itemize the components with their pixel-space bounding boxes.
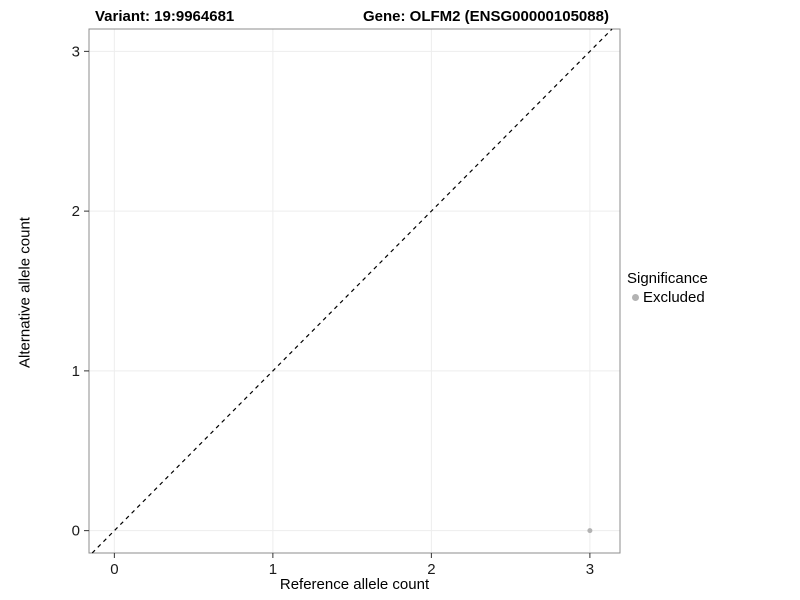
y-tick-label: 0 <box>72 523 80 540</box>
legend-title: Significance <box>627 270 708 287</box>
variant-title: Variant: 19:9964681 <box>95 8 235 25</box>
excluded-dot-icon <box>632 294 639 301</box>
legend: Significance Excluded <box>627 270 708 306</box>
x-axis-title: Reference allele count <box>279 576 430 593</box>
x-tick-label: 2 <box>427 561 435 578</box>
y-axis-title: Alternative allele count <box>16 217 34 368</box>
data-point <box>587 528 593 534</box>
x-tick-label: 1 <box>269 561 277 578</box>
gene-title: Gene: OLFM2 (ENSG00000105088) <box>363 8 609 25</box>
x-tick-label: 0 <box>110 561 118 578</box>
y-tick-label: 1 <box>72 363 80 380</box>
y-tick-label: 3 <box>72 43 80 60</box>
identity-line <box>91 28 613 554</box>
legend-entry-label: Excluded <box>643 289 705 306</box>
legend-entry-excluded: Excluded <box>627 289 708 306</box>
panel-border <box>88 28 621 554</box>
x-tick-label: 3 <box>586 561 594 578</box>
y-tick-label: 2 <box>72 203 80 220</box>
